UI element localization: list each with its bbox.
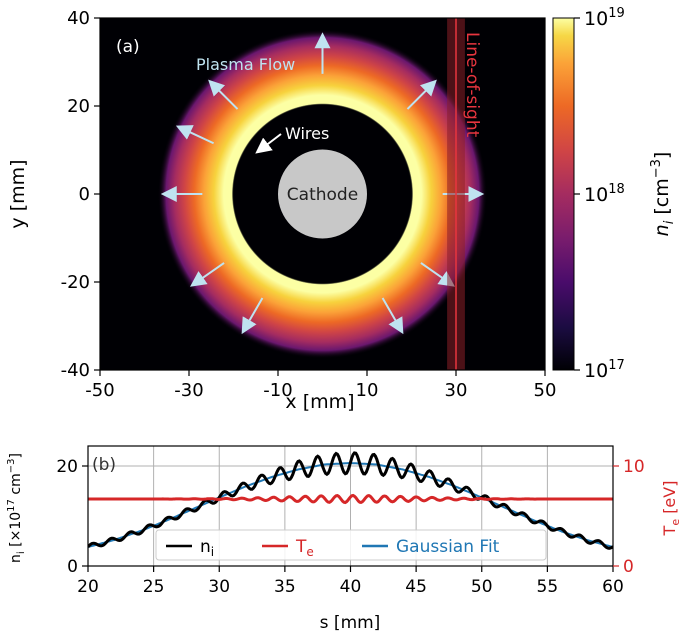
plasma-flow-label: Plasma Flow: [196, 55, 295, 74]
x-tick-label-a: 10: [356, 380, 379, 401]
x-tick-label-b: 60: [602, 577, 624, 597]
colorbar-tick-base: 10: [584, 8, 608, 30]
legend-entry-name: T: [295, 537, 307, 557]
panel-a-label: (a): [116, 37, 140, 57]
series-line: [88, 493, 613, 505]
x-tick-label-b: 55: [537, 577, 559, 597]
y-tick-label-b-left: 20: [56, 457, 78, 477]
legend-box: [155, 529, 547, 561]
y-left-close: ]: [8, 453, 24, 458]
x-axis-label-a: x [mm]: [285, 391, 354, 413]
y-left-main: n: [8, 554, 24, 563]
y-right-unit: [eV]: [660, 481, 679, 519]
x-tick-label-a: 50: [534, 380, 557, 401]
y-right-main: T: [660, 525, 679, 536]
y-tick-label-a: 0: [79, 184, 90, 205]
cathode-label: Cathode: [287, 185, 358, 205]
colorbar-label-unit: [cm: [651, 178, 673, 220]
x-tick-label-a: -50: [85, 380, 114, 401]
y-tick-label-b-right: 10: [623, 457, 645, 477]
y-left-rest: [×10: [8, 512, 24, 551]
panel-b-label: (b): [92, 455, 116, 475]
legend-entry-sub: e: [306, 545, 313, 559]
colorbar-label-main: n: [651, 224, 673, 236]
x-tick-label-b: 25: [143, 577, 165, 597]
y-tick-label-b-left: 0: [67, 557, 78, 577]
colorbar-label-exp: −3: [649, 159, 664, 178]
x-tick-label-b: 40: [340, 577, 362, 597]
x-tick-label-b: 30: [208, 577, 230, 597]
x-tick-label-a: -10: [263, 380, 292, 401]
line-of-sight-label: Line-of-sight: [462, 32, 482, 138]
colorbar-tick-label: 1017: [584, 358, 625, 382]
colorbar-label: ni [cm−3]: [649, 152, 677, 237]
panel-a: Line-of-sight Cathode (a) Plasma Flow Wi…: [7, 8, 556, 413]
colorbar-tick-base: 10: [584, 360, 608, 382]
colorbar-tick-base: 10: [584, 184, 608, 206]
x-tick-label-b: 45: [405, 577, 427, 597]
plasma-flow-arrows: [160, 32, 485, 335]
y-tick-label-b-right: 0: [623, 557, 634, 577]
x-axis-label-b: s [mm]: [320, 613, 381, 633]
colorbar-tick-exp: 18: [608, 182, 625, 197]
panel-a-axes: -50 -30 -10 10 30 50 40 20 0 -20 -40: [61, 8, 557, 401]
colorbar-label-close: ]: [651, 152, 673, 159]
y-axis-label-a: y [mm]: [7, 159, 29, 228]
x-tick-label-a: -30: [174, 380, 203, 401]
series-line: [88, 451, 613, 550]
legend-entry-name: n: [200, 537, 211, 557]
y-tick-label-a: 20: [67, 96, 90, 117]
y-right-sub: e: [669, 519, 682, 526]
y-axis-label-b-right: Te [eV]: [660, 481, 682, 537]
wires-arrow: [255, 133, 282, 154]
flow-arrow: [406, 79, 437, 110]
y-tick-label-a: -40: [61, 360, 90, 381]
y-tick-label-a: 40: [67, 8, 90, 29]
panel-b-lines: [88, 451, 613, 550]
flow-arrow: [190, 262, 225, 287]
y-left-exp: 17: [6, 499, 17, 512]
flow-arrow: [381, 297, 404, 335]
x-tick-label-b: 20: [77, 577, 99, 597]
legend-entry-sub: i: [211, 545, 214, 559]
x-tick-label-b: 35: [274, 577, 296, 597]
legend: ni Te Gaussian Fit: [155, 529, 547, 561]
wires-label: Wires: [285, 124, 329, 143]
flow-arrow: [208, 79, 239, 110]
legend-entry: Te: [295, 537, 314, 559]
colorbar-gradient: [552, 17, 575, 371]
x-tick-label-b: 50: [471, 577, 493, 597]
colorbar-tick-label: 1019: [584, 6, 625, 30]
colorbar-tick-exp: 17: [608, 358, 625, 373]
colorbar-tick-exp: 19: [608, 6, 625, 21]
flow-arrow: [241, 297, 264, 335]
legend-entry: ni: [200, 537, 214, 559]
y-left-unit-exp: −3: [6, 459, 17, 474]
y-axis-label-b-left: ni [×1017 cm−3]: [6, 453, 27, 563]
y-tick-label-a: -20: [61, 272, 90, 293]
y-left-sub: i: [16, 551, 27, 554]
colorbar-tick-label: 1018: [584, 182, 625, 206]
cathode: [278, 149, 367, 239]
colorbar-label-sub: i: [662, 220, 677, 224]
legend-entry-name: Gaussian Fit: [396, 537, 500, 557]
flow-arrow: [175, 125, 215, 145]
flow-arrow: [420, 262, 455, 287]
x-tick-label-a: 30: [445, 380, 468, 401]
legend-entry: Gaussian Fit: [396, 537, 500, 557]
y-left-unit: cm: [8, 473, 24, 499]
